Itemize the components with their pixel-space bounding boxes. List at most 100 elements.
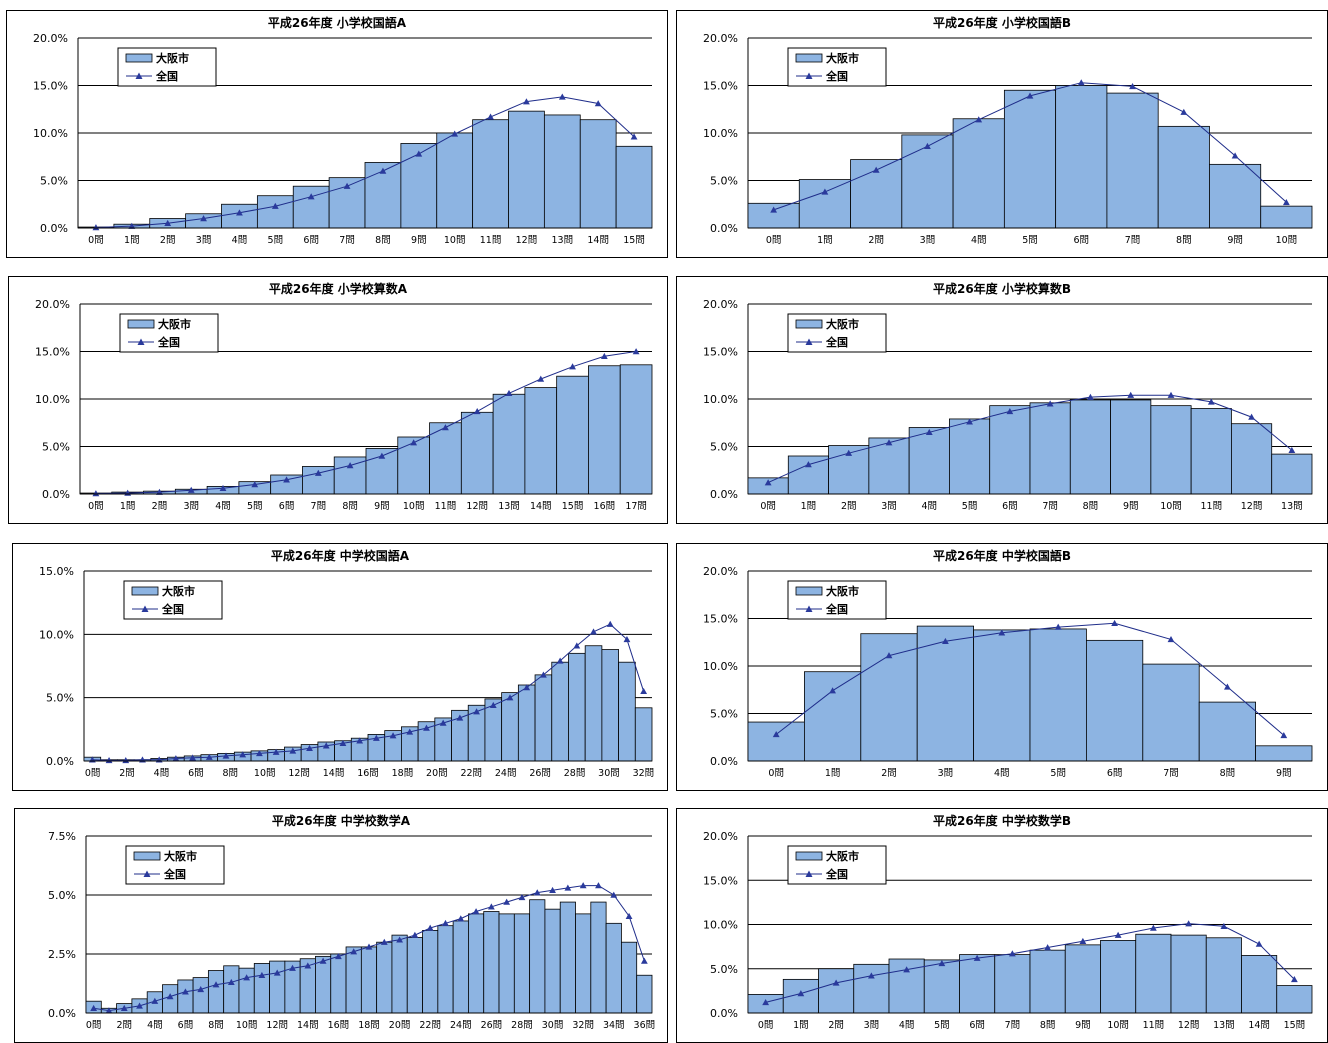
legend-label-line: 全国 xyxy=(155,69,178,83)
x-tick-label: 14問 xyxy=(530,501,552,512)
y-tick-label: 10.0% xyxy=(33,127,68,140)
line-point-0 xyxy=(92,490,100,497)
bar-7 xyxy=(1029,402,1071,495)
bar-15 xyxy=(1276,985,1313,1014)
x-tick-label: 7問 xyxy=(1163,768,1179,779)
chart-panel-1: 平成26年度 小学校国語B 0.0% 5.0% 10.0% 15.0% 20.0% 0問 1問… xyxy=(676,10,1328,258)
bar-29 xyxy=(529,899,546,1014)
x-tick-label: 10問 xyxy=(403,501,425,512)
y-tick-label: 0.0% xyxy=(710,755,738,768)
line-point-1 xyxy=(805,461,812,468)
line-point-33 xyxy=(595,882,602,889)
x-tick-label: 13問 xyxy=(552,235,574,246)
bar-8 xyxy=(1157,125,1210,229)
line-series xyxy=(767,394,1293,484)
line-point-3 xyxy=(200,215,207,222)
bar-10 xyxy=(1150,405,1192,495)
line-point-10 xyxy=(410,439,418,446)
bar-16 xyxy=(588,365,621,495)
bar-25 xyxy=(468,913,485,1014)
line-point-6 xyxy=(189,754,196,761)
line-point-24 xyxy=(489,701,497,708)
line-series xyxy=(775,622,1285,736)
line-point-0 xyxy=(764,479,772,486)
line-point-26 xyxy=(523,684,531,691)
x-tick-label: 20問 xyxy=(426,768,448,779)
chart-svg-7: 平成26年度 中学校数学B 0.0% 5.0% 10.0% 15.0% 20.0% 0問 1問… xyxy=(676,808,1328,1043)
bar-33 xyxy=(590,901,607,1014)
line-point-5 xyxy=(172,755,180,762)
x-tick-label: 22問 xyxy=(460,768,482,779)
x-tick-label: 14問 xyxy=(323,768,345,779)
bar-6 xyxy=(989,405,1031,495)
x-tick-label: 8問 xyxy=(208,1020,224,1031)
bar-8 xyxy=(1198,701,1257,762)
x-tick-label: 4問 xyxy=(971,235,987,246)
x-tick-label: 10問 xyxy=(236,1020,258,1031)
y-tick-label: 0.0% xyxy=(48,1007,76,1020)
legend-marker xyxy=(805,605,813,612)
bar-8 xyxy=(207,970,225,1014)
x-tick-label: 15問 xyxy=(623,235,645,246)
bar-5 xyxy=(949,418,991,495)
x-tick-label: 2問 xyxy=(152,501,168,512)
line-point-8 xyxy=(222,752,230,759)
line-point-21 xyxy=(439,719,447,726)
x-tick-label: 2問 xyxy=(828,1020,844,1031)
x-tick-label: 2問 xyxy=(116,1020,132,1031)
x-tick-label: 4問 xyxy=(147,1020,163,1031)
bar-12 xyxy=(1170,934,1207,1014)
y-tick-label: 15.0% xyxy=(33,80,68,93)
line-point-12 xyxy=(473,407,481,415)
bar-13 xyxy=(492,393,526,495)
x-tick-label: 4問 xyxy=(232,235,248,246)
bar-4 xyxy=(908,427,950,495)
y-tick-label: 20.0% xyxy=(703,565,738,578)
line-point-10 xyxy=(1282,198,1290,206)
x-tick-label: 8問 xyxy=(1040,1020,1056,1031)
bar-26 xyxy=(483,911,500,1014)
bar-2 xyxy=(818,968,855,1014)
x-tick-label: 8問 xyxy=(375,235,391,246)
line-point-11 xyxy=(487,113,494,120)
bar-28 xyxy=(551,661,569,762)
bar-6 xyxy=(292,185,330,229)
y-tick-label: 20.0% xyxy=(35,298,70,311)
line-point-1 xyxy=(821,188,829,195)
x-tick-label: 7問 xyxy=(1042,501,1058,512)
x-tick-label: 16問 xyxy=(357,768,379,779)
line-point-0 xyxy=(762,998,770,1006)
line-point-5 xyxy=(938,960,946,967)
line-point-3 xyxy=(867,972,875,979)
x-tick-label: 7問 xyxy=(339,235,355,246)
line-point-7 xyxy=(1167,636,1175,643)
line-point-4 xyxy=(925,428,933,435)
line-point-2 xyxy=(120,1004,128,1011)
line-point-11 xyxy=(1207,398,1215,405)
bar-12 xyxy=(1231,423,1273,495)
bar-29 xyxy=(568,652,586,762)
x-tick-label: 1問 xyxy=(124,235,140,246)
line-point-6 xyxy=(1077,79,1085,86)
y-tick-label: 15.0% xyxy=(703,346,738,359)
chart-svg-5: 平成26年度 中学校国語B 0.0% 5.0% 10.0% 15.0% 20.0% 0問 1問… xyxy=(676,543,1328,791)
x-tick-label: 9問 xyxy=(374,501,390,512)
line-point-5 xyxy=(966,418,973,425)
line-point-15 xyxy=(1290,975,1298,983)
chart-title: 平成26年度 中学校数学B xyxy=(933,813,1071,828)
y-tick-label: 10.0% xyxy=(703,660,738,673)
bar-14 xyxy=(524,387,558,495)
bar-1 xyxy=(798,179,851,229)
line-point-31 xyxy=(606,620,614,627)
x-tick-label: 15問 xyxy=(1284,1020,1306,1031)
bar-5 xyxy=(923,959,960,1014)
x-tick-label: 7問 xyxy=(1005,1020,1021,1031)
x-tick-label: 1問 xyxy=(801,501,817,512)
y-tick-label: 5.0% xyxy=(710,175,738,188)
bar-33 xyxy=(634,707,653,762)
x-tick-label: 6問 xyxy=(969,1020,985,1031)
line-point-5 xyxy=(271,202,279,209)
x-tick-label: 2問 xyxy=(881,768,897,779)
line-point-11 xyxy=(258,971,266,978)
x-tick-label: 6問 xyxy=(1073,235,1089,246)
